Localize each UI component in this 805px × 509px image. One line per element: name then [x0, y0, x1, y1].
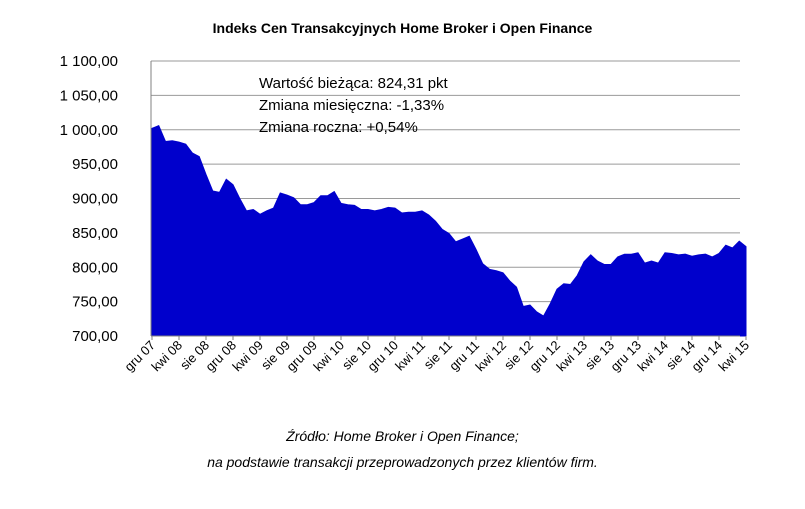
source-line-1: Źródło: Home Broker i Open Finance;: [0, 428, 805, 444]
annotation-line: Zmiana roczna: +0,54%: [259, 119, 418, 136]
y-tick-label: 1 050,00: [60, 87, 118, 104]
x-tick-label: kwi 14: [634, 338, 671, 375]
annotation-line: Wartość bieżąca: 824,31 pkt: [259, 75, 449, 92]
x-tick-label: kwi 08: [148, 338, 185, 375]
y-tick-label: 950,00: [72, 156, 118, 173]
y-tick-labels: 700,00 750,00 800,00 850,00 900,00 950,00 1 00…: [60, 53, 118, 345]
area-fill: [152, 126, 746, 336]
x-tick-label: kwi 09: [229, 338, 266, 375]
x-tick-label: gru 10: [364, 338, 401, 375]
source-line-2: na podstawie transakcji przeprowadzonych…: [0, 454, 805, 470]
y-tick-label: 900,00: [72, 191, 118, 208]
x-tick-label: kwi 13: [553, 338, 590, 375]
y-tick-label: 850,00: [72, 225, 118, 242]
y-tick-label: 1 100,00: [60, 53, 118, 70]
x-tick-label: kwi 15: [715, 338, 752, 375]
y-tick-label: 750,00: [72, 294, 118, 311]
annotation-line: Zmiana miesięczna: -1,33%: [259, 97, 444, 114]
x-tick-label: kwi 11: [392, 338, 428, 374]
y-tick-label: 700,00: [72, 328, 118, 345]
y-tick-label: 800,00: [72, 259, 118, 276]
y-tick-label: 1 000,00: [60, 122, 118, 139]
x-tick-label: kwi 12: [472, 338, 509, 375]
x-tick-label: kwi 10: [310, 338, 347, 375]
area-series: [152, 126, 746, 336]
annotations: Wartość bieżąca: 824,31 pkt Zmiana miesię…: [259, 75, 449, 136]
